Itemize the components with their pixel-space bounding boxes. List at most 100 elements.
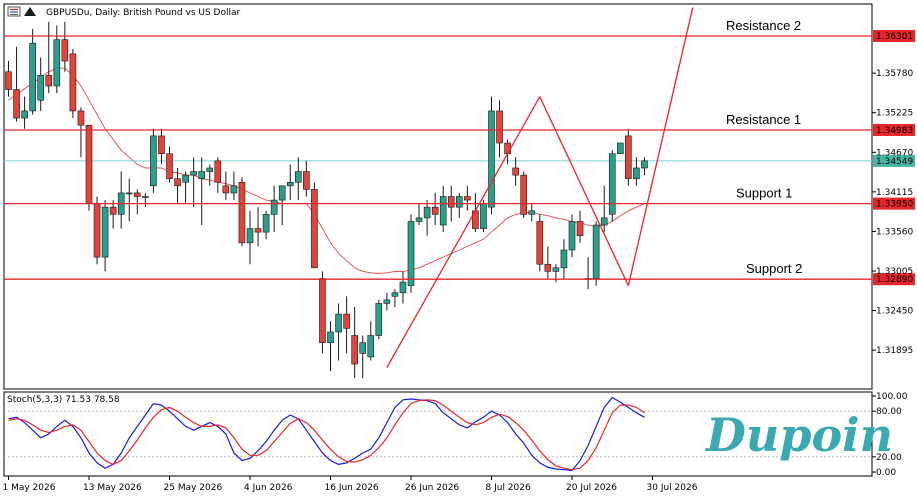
- candle: [37, 57, 45, 111]
- candle: [262, 210, 270, 240]
- candle: [480, 200, 487, 233]
- time-tick-label: 4 Jun 2026: [244, 483, 293, 493]
- moving-average-line: [8, 67, 645, 274]
- price-axis: 1.31895 1.32450 1.33005 1.33560 1.34115 1.346…: [872, 69, 913, 356]
- time-tick-label: 26 Jun 2026: [405, 483, 459, 493]
- time-tick-label: 20 Jul 2026: [566, 483, 617, 493]
- candle: [142, 192, 149, 208]
- candle-body: [45, 74, 53, 87]
- price-tick-label: 1.33005: [876, 267, 913, 277]
- candle: [198, 157, 205, 226]
- candle-body: [335, 313, 342, 333]
- candle: [600, 185, 608, 233]
- time-tick-label: 16 Jun 2026: [325, 483, 379, 493]
- candle-body: [230, 185, 238, 194]
- candle-body: [174, 178, 181, 187]
- candle: [101, 200, 109, 272]
- level-price-label: 1.34983: [876, 126, 913, 136]
- price-tick-label: 1.34115: [876, 188, 913, 198]
- time-axis: 1 May 2026 13 May 2026 25 May 2026 4 Jun 20…: [3, 476, 698, 493]
- candle-body: [270, 199, 278, 215]
- current-price-badge: [873, 154, 915, 167]
- candle-body: [641, 160, 648, 169]
- candle-body: [520, 174, 528, 215]
- candle-body: [616, 142, 624, 155]
- candle: [93, 196, 101, 265]
- candle-body: [504, 142, 511, 155]
- candle: [45, 21, 53, 94]
- level-price-label: 1.33950: [876, 200, 913, 210]
- candle: [399, 271, 407, 304]
- candle-body: [480, 203, 487, 229]
- candle-body: [496, 110, 503, 144]
- symbol-menu-icon[interactable]: [7, 6, 21, 17]
- level-price-badge: [873, 197, 915, 210]
- candle-body: [278, 185, 286, 201]
- stochastic-tick-label: 0.00: [876, 468, 896, 478]
- candle-body: [254, 228, 262, 233]
- candle-body: [166, 153, 173, 179]
- candle-body: [455, 196, 463, 208]
- candle-body: [134, 192, 141, 197]
- candle: [21, 96, 28, 129]
- candle: [327, 321, 334, 372]
- candle-body: [5, 71, 12, 90]
- candle: [222, 171, 230, 201]
- candle: [190, 157, 197, 208]
- stochastic-main-line: [8, 396, 645, 472]
- candle-body: [13, 89, 20, 119]
- pattern-trendline: [539, 96, 629, 286]
- candle-body: [101, 206, 109, 258]
- candle-body: [190, 171, 197, 176]
- chart-triangle-icon[interactable]: [24, 7, 36, 16]
- candle-body: [206, 167, 214, 172]
- candle-body: [415, 217, 423, 222]
- candle-body: [367, 335, 375, 358]
- candle-body: [327, 331, 334, 343]
- candle-body: [600, 217, 608, 226]
- candle-body: [125, 192, 133, 195]
- candle: [496, 100, 503, 158]
- main-chart-frame: [3, 3, 873, 390]
- candle-body: [85, 124, 93, 204]
- stochastic-label: Stoch(5,3,3) 71.53 78.58: [7, 395, 120, 405]
- candle-body: [407, 221, 415, 286]
- candle-body: [375, 303, 383, 336]
- candle-body: [182, 174, 189, 183]
- candle: [182, 171, 189, 204]
- candle-body: [536, 221, 544, 265]
- candle-body: [343, 313, 350, 329]
- candle: [415, 203, 423, 226]
- candle-body: [319, 278, 326, 343]
- candle: [5, 61, 12, 97]
- candle-body: [214, 160, 222, 183]
- candle: [568, 214, 576, 258]
- candle-body: [286, 181, 294, 187]
- candle-body: [592, 224, 600, 279]
- candle-body: [351, 335, 358, 365]
- level-price-label: 1.36301: [876, 32, 913, 42]
- time-tick-label: 1 May 2026: [3, 483, 56, 493]
- dupoin-logo-text: Dupoin: [704, 408, 893, 462]
- candle: [294, 157, 302, 201]
- candle: [439, 185, 447, 233]
- level-price-badge: [873, 30, 915, 43]
- candle-body: [69, 53, 77, 112]
- candle: [150, 128, 157, 193]
- candle-body: [53, 39, 61, 87]
- candle-body: [568, 221, 576, 251]
- candle: [391, 289, 399, 308]
- candle-body: [21, 110, 28, 119]
- candle: [85, 124, 93, 211]
- candle: [158, 128, 165, 165]
- candle: [351, 307, 358, 379]
- candle-body: [633, 167, 640, 179]
- stochastic-tick-label: 80.00: [876, 407, 902, 417]
- candle: [383, 292, 391, 311]
- candle: [125, 178, 133, 222]
- candle-body: [391, 292, 399, 297]
- candle-body: [512, 167, 519, 176]
- candle: [77, 107, 85, 158]
- candle: [375, 299, 383, 340]
- candles: [5, 21, 648, 379]
